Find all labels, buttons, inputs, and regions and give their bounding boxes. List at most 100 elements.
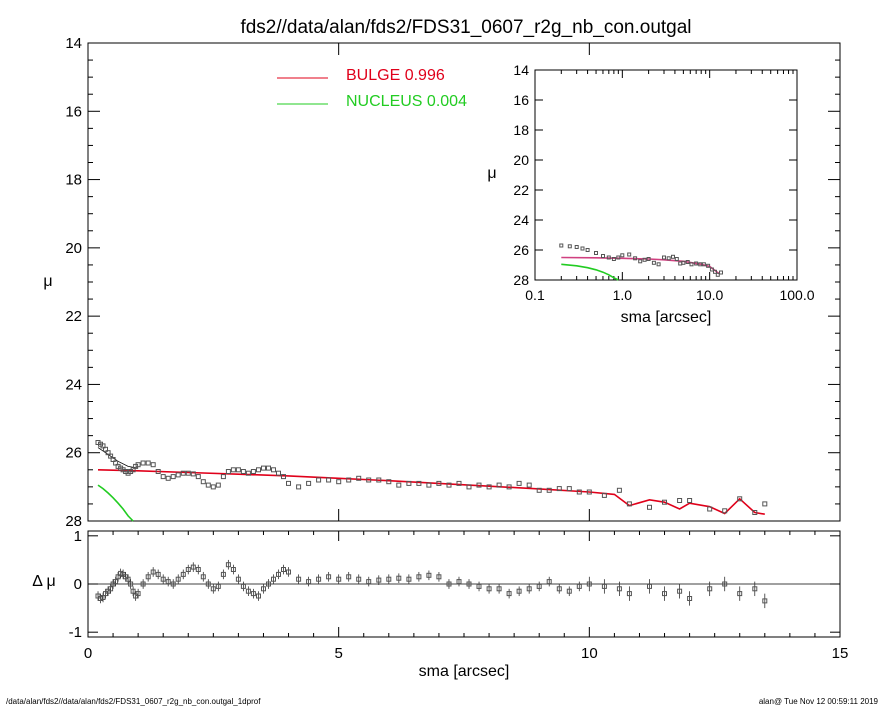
residual-data-point	[496, 586, 502, 592]
main-data-point	[446, 482, 452, 488]
residual-data-point	[296, 576, 302, 582]
residual-data-point	[256, 593, 261, 599]
main-data-point	[205, 482, 211, 488]
inset-data-point	[616, 255, 621, 260]
main-data-point	[426, 482, 432, 488]
main-data-point	[456, 480, 462, 486]
residual-data-point	[662, 591, 667, 597]
residual-data-point	[576, 583, 582, 589]
inset-data-point	[694, 261, 699, 266]
residual-panel: 10-10 5 10 15 Δ μ sma [arcsec]	[32, 528, 848, 680]
residual-data-point	[185, 567, 191, 572]
inset-data-point	[715, 272, 720, 277]
main-data-point	[155, 469, 161, 474]
main-data-point	[200, 479, 206, 485]
residual-data-point	[707, 586, 713, 592]
main-data-point	[707, 506, 713, 512]
main-y-tick-label: 26	[65, 445, 82, 462]
inset-ticks: 14 16 18 20 22 24 26 280.1 1.0 10.0 100.0	[513, 62, 814, 303]
main-data-point	[250, 469, 256, 474]
inset-data-point	[662, 255, 666, 260]
residual-data-point	[281, 567, 286, 572]
main-data-point	[436, 480, 442, 486]
inset-data-point	[574, 245, 579, 249]
main-data-point	[165, 475, 171, 481]
inset-data-point	[559, 243, 564, 248]
inset-data-point	[620, 253, 625, 258]
inset-x-axis-label: sma [arcsec]	[621, 309, 712, 326]
inset-data-point	[611, 257, 616, 261]
main-data-point	[266, 465, 271, 471]
main-data-point	[281, 474, 286, 480]
inset-data-point	[580, 246, 585, 251]
residual-data-point	[235, 576, 241, 582]
residual-data-point	[366, 579, 372, 585]
main-data-point	[752, 510, 758, 515]
residual-data-point	[155, 571, 161, 577]
residual-data-point	[140, 581, 146, 587]
residual-data-point	[466, 581, 472, 587]
main-data-point	[190, 471, 196, 477]
inset-data-point	[651, 260, 656, 265]
residual-data-point	[128, 581, 134, 587]
main-y-tick-label: 14	[65, 35, 82, 52]
main-data-point	[135, 462, 141, 468]
residual-data-point	[566, 588, 572, 594]
residual-data-point	[737, 591, 743, 597]
main-x-axis-label: sma [arcsec]	[419, 663, 510, 680]
residual-data-point	[240, 583, 246, 589]
residual-data-point	[276, 571, 281, 577]
main-data-point	[496, 482, 502, 488]
inset-y-axis-label: μ	[487, 165, 496, 182]
residual-data-point	[316, 576, 322, 582]
residual-data-point	[306, 579, 312, 585]
residual-data-point	[446, 581, 452, 587]
main-data-point	[306, 480, 312, 486]
residual-y-tick-label: 0	[74, 576, 82, 593]
inset-nucleus-line	[561, 263, 619, 281]
inset-data-point	[709, 267, 714, 272]
residual-data-point	[376, 577, 382, 583]
main-y-tick-label: 28	[65, 513, 82, 530]
main-data-point	[586, 489, 592, 495]
main-data-point	[210, 484, 216, 490]
chart-title: fds2//data/alan/fds2/FDS31_0607_r2g_nb_c…	[240, 17, 691, 38]
inset-data-point	[656, 262, 661, 267]
main-y-tick-label: 24	[65, 376, 82, 393]
residual-data-point	[626, 591, 632, 597]
residual-data-point	[108, 586, 114, 592]
main-data-point	[722, 508, 728, 514]
inset-frame	[534, 69, 798, 281]
main-data-point	[662, 499, 667, 505]
residual-marks	[95, 559, 768, 609]
main-data-point	[476, 482, 482, 488]
main-data-point	[316, 477, 322, 483]
residual-data-point	[406, 576, 412, 582]
main-data-point	[296, 484, 302, 490]
main-data-point	[336, 479, 342, 485]
inset-y-tick-label: 22	[513, 182, 529, 198]
main-data-point	[356, 475, 362, 481]
residual-data-point	[586, 581, 592, 587]
inset-data-point	[719, 270, 723, 275]
inset-data-point	[706, 263, 711, 268]
main-panel: 14 16 18 20 22 24 26 28 μ BULGE 0.996 NUCLEUS 0…	[43, 35, 841, 530]
residual-data-point	[416, 574, 422, 580]
inset-data-point	[701, 262, 706, 267]
main-data-point	[616, 487, 622, 493]
main-y-tick-label: 16	[65, 103, 82, 120]
main-y-axis-label: μ	[43, 273, 52, 290]
inset-data-point	[689, 262, 694, 267]
residual-data-point	[601, 583, 607, 589]
inset-y-tick-label: 26	[513, 242, 529, 258]
inset-y-tick-label: 16	[513, 92, 529, 108]
main-data-point	[416, 480, 422, 486]
inset-data-point	[646, 257, 651, 261]
residual-data-point	[546, 579, 552, 585]
main-data-point	[180, 470, 186, 476]
main-data-point	[215, 482, 221, 488]
inset-data-point	[627, 252, 632, 257]
main-data-point	[677, 498, 683, 503]
inset-data-point	[671, 254, 675, 259]
main-data-point	[406, 480, 412, 486]
